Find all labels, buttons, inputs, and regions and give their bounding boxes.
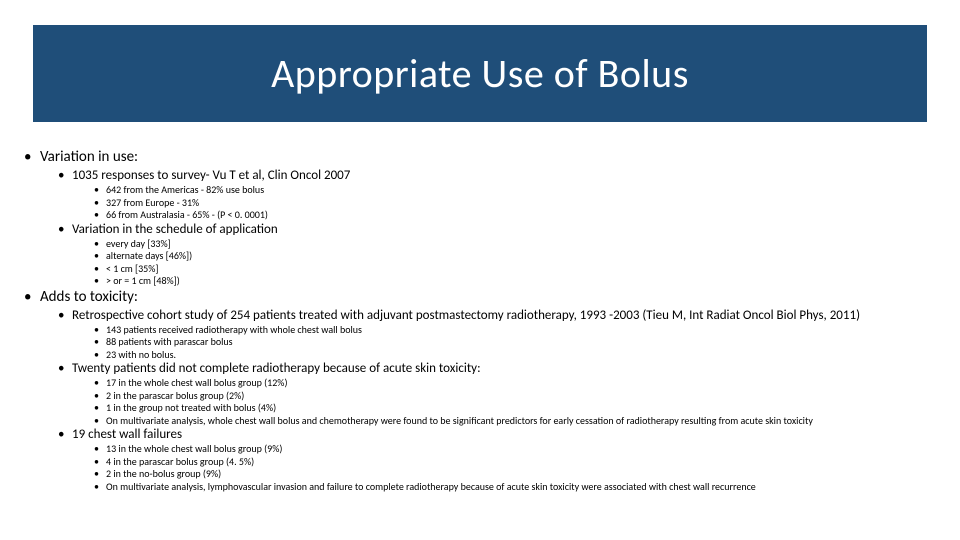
bullet-cohort-item: 88 patients with parascar bolus bbox=[92, 336, 942, 349]
bullet-twenty: Twenty patients did not complete radioth… bbox=[56, 361, 942, 376]
bullet-twenty-item: On multivariate analysis, whole chest wa… bbox=[92, 415, 942, 428]
bullet-cohort-item: 23 with no bolus. bbox=[92, 349, 942, 362]
bullet-twenty-item: 1 in the group not treated with bolus (4… bbox=[92, 402, 942, 415]
bullet-cohort: Retrospective cohort study of 254 patien… bbox=[56, 308, 942, 323]
bullet-schedule: Variation in the schedule of application bbox=[56, 222, 942, 237]
bullet-schedule-item: > or = 1 cm [48%]) bbox=[92, 275, 942, 288]
bullet-failures-item: 2 in the no-bolus group (9%) bbox=[92, 468, 942, 481]
bullet-variation-in-use: Variation in use: bbox=[22, 148, 942, 166]
slide: Appropriate Use of Bolus Variation in us… bbox=[0, 0, 960, 540]
bullet-survey-item: 66 from Australasia - 65% - (P < 0. 0001… bbox=[92, 209, 942, 222]
slide-body: Variation in use: 1035 responses to surv… bbox=[22, 148, 942, 493]
slide-title: Appropriate Use of Bolus bbox=[271, 49, 689, 98]
title-bar: Appropriate Use of Bolus bbox=[33, 25, 927, 122]
bullet-survey-item: 642 from the Americas - 82% use bolus bbox=[92, 184, 942, 197]
bullet-adds-to-toxicity: Adds to toxicity: bbox=[22, 288, 942, 306]
bullet-twenty-item: 17 in the whole chest wall bolus group (… bbox=[92, 377, 942, 390]
bullet-failures-item: 13 in the whole chest wall bolus group (… bbox=[92, 443, 942, 456]
bullet-schedule-item: every day [33%] bbox=[92, 238, 942, 251]
bullet-survey: 1035 responses to survey- Vu T et al, Cl… bbox=[56, 168, 942, 183]
bullet-failures: 19 chest wall failures bbox=[56, 427, 942, 442]
bullet-schedule-item: alternate days [46%]) bbox=[92, 250, 942, 263]
bullet-failures-item: On multivariate analysis, lymphovascular… bbox=[92, 481, 942, 494]
bullet-schedule-item: < 1 cm [35%] bbox=[92, 263, 942, 276]
